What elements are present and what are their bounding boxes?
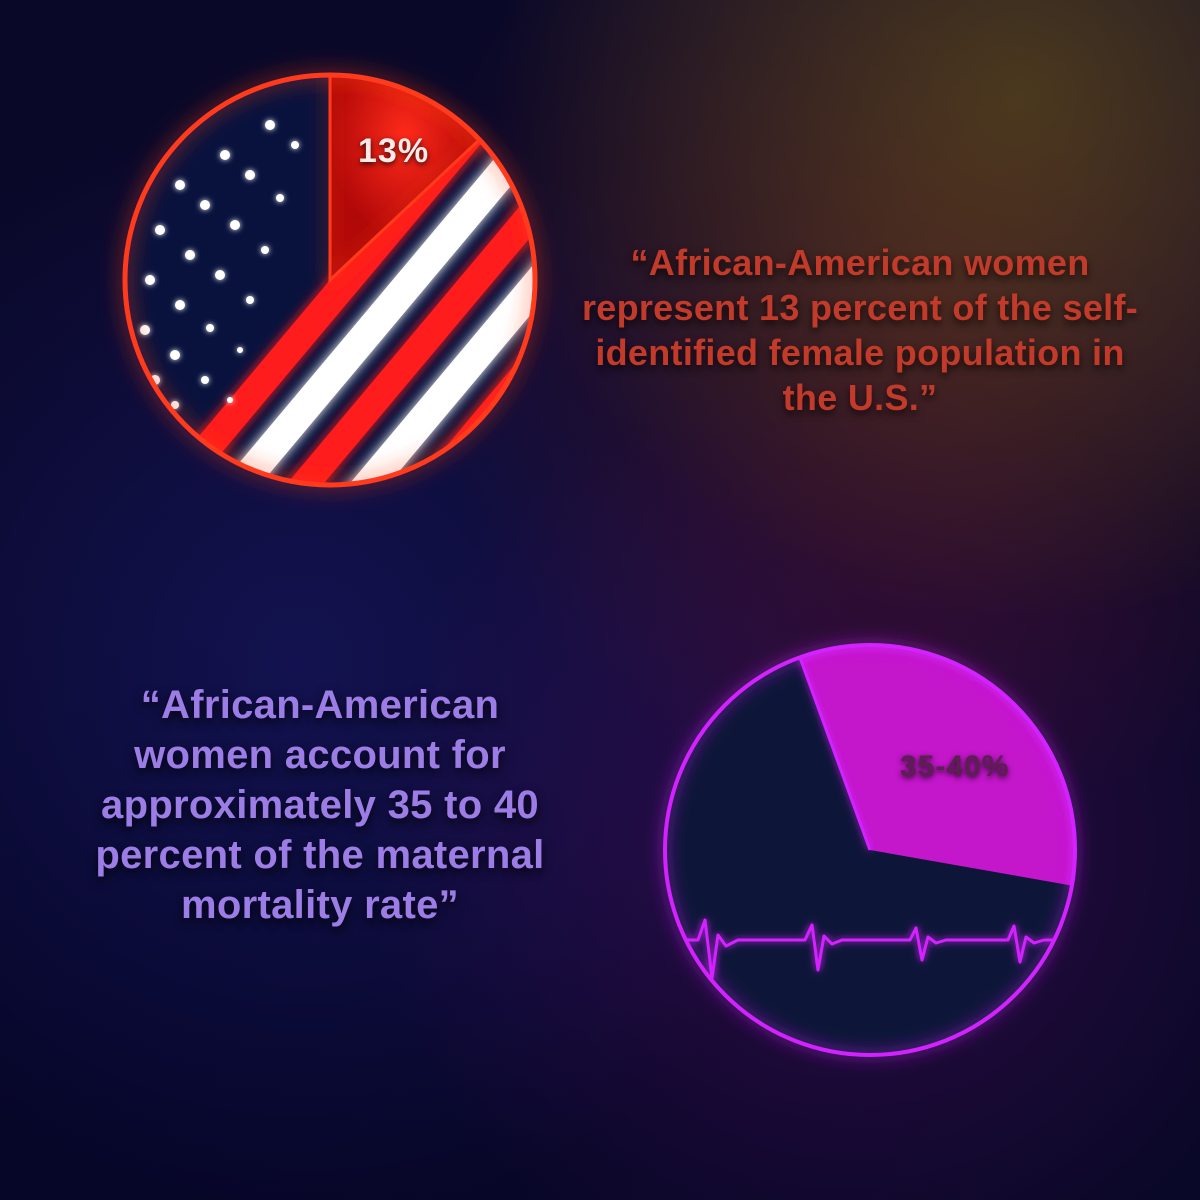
quote-population: “African-American women represent 13 per… [580, 240, 1140, 420]
pie-slice-label-13: 13% [358, 132, 429, 171]
pie-chart-mortality: 35-40% [660, 640, 1080, 1060]
pie-svg-top [120, 70, 540, 490]
quote-population-text: “African-American women represent 13 per… [580, 240, 1140, 420]
pie-chart-population: 13% [120, 70, 540, 490]
pie-slice-label-35-40: 35-40% [900, 750, 1009, 784]
quote-mortality: “African-American women account for appr… [90, 680, 550, 930]
pie-svg-bottom [660, 640, 1080, 1060]
quote-mortality-text: “African-American women account for appr… [90, 680, 550, 930]
